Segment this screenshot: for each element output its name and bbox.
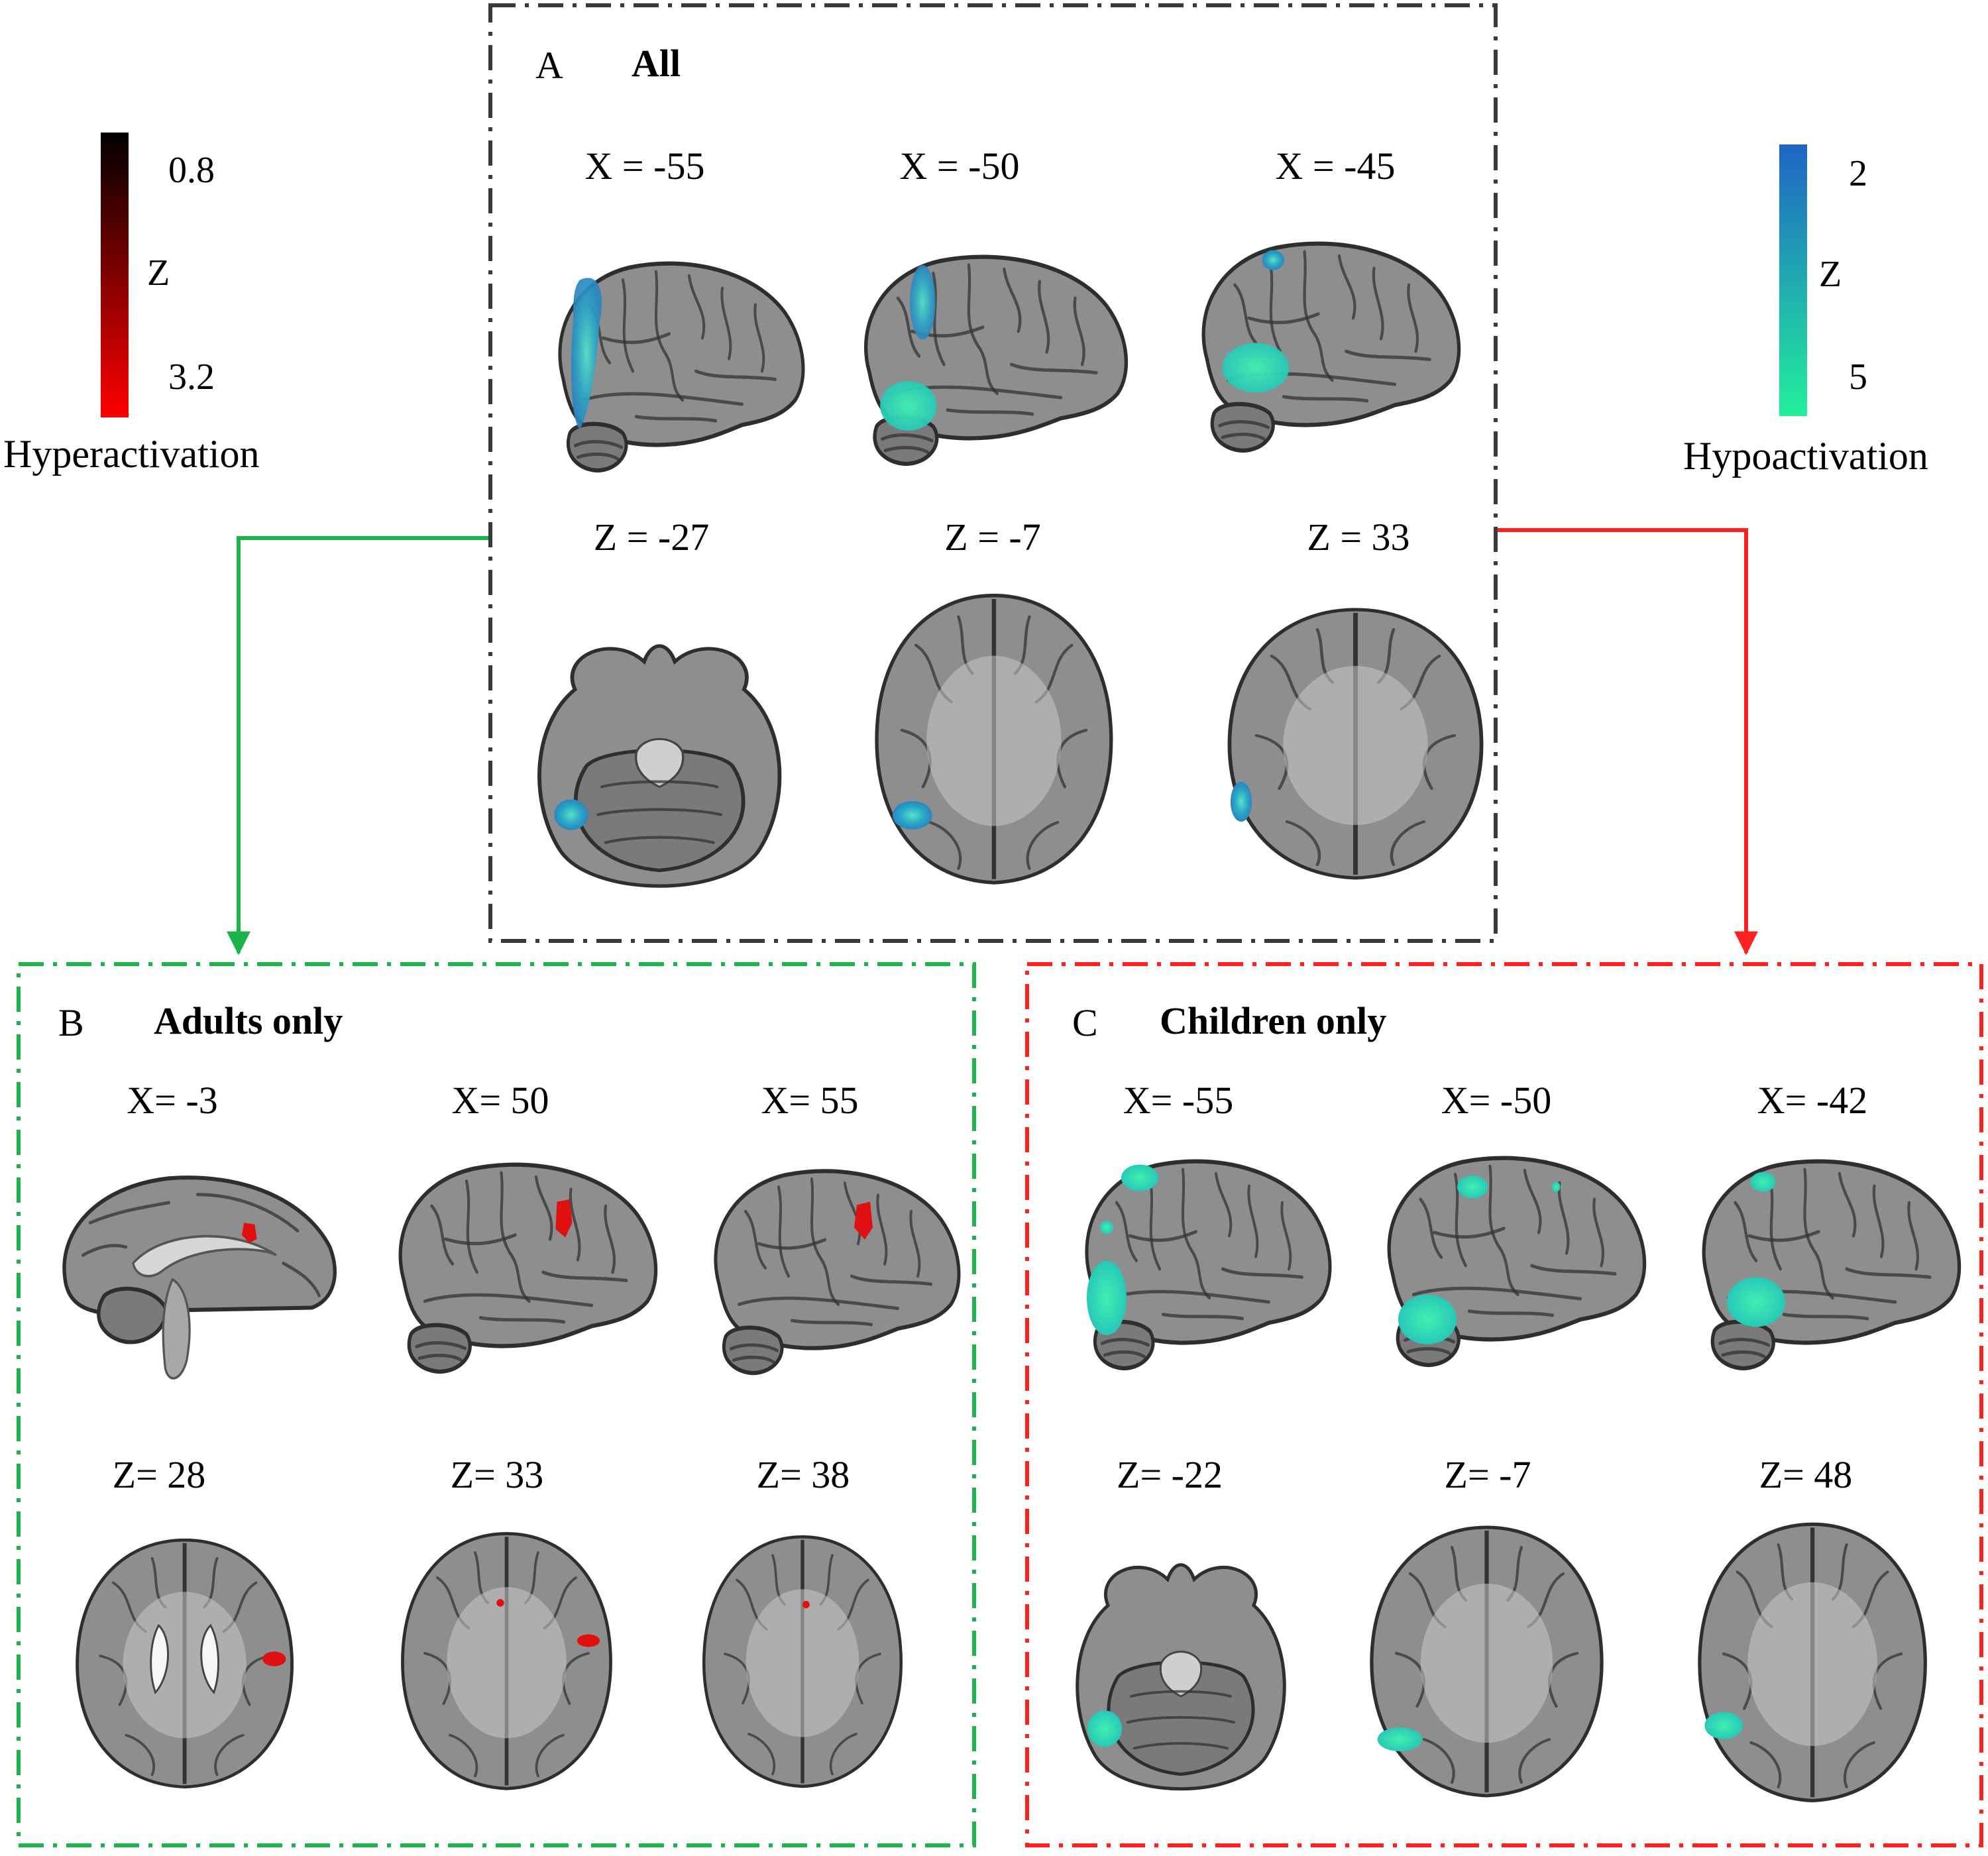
panel-b-ax-label-2: Z= 33	[451, 1453, 544, 1496]
hypo-cluster	[1750, 1172, 1776, 1192]
panel-a-sag-brain-1	[560, 264, 803, 470]
hypoactivation-colorbar: 2 Z 5 Hypoactivation	[1683, 144, 1928, 478]
hyper-cluster	[577, 1634, 600, 1647]
panel-c-ax-label-3: Z= 48	[1759, 1453, 1853, 1496]
hypo-cluster	[1230, 782, 1252, 822]
hypo-cluster	[910, 265, 936, 340]
hypo-cluster	[1222, 343, 1290, 393]
panel-a-ax-brain-2	[877, 596, 1111, 883]
panel-a-title: All	[632, 42, 681, 85]
hypo-scale-top: 2	[1849, 153, 1867, 194]
hyper-cluster	[555, 1199, 573, 1238]
hypo-cluster	[1100, 1221, 1113, 1234]
panel-a-ax-label-1: Z = -27	[594, 516, 709, 559]
panel-b-sag-brain-1	[64, 1177, 335, 1378]
hypo-cluster	[1262, 250, 1285, 270]
panel-c-ax-label-1: Z= -22	[1117, 1453, 1223, 1496]
hypo-cluster	[880, 381, 937, 431]
panel-b: B Adults only X= -3 X= 50 X= 55 Z= 28 Z=…	[17, 962, 976, 1847]
panel-b-sag-label-2: X= 50	[451, 1079, 549, 1122]
panel-a-ax-label-3: Z = 33	[1307, 516, 1409, 559]
hyper-cluster	[241, 1223, 257, 1243]
panel-a-sag-label-2: X = -50	[900, 144, 1020, 188]
hyper-scale-top: 0.8	[168, 150, 215, 191]
panel-a: A All X = -55 X = -50 X = -45 Z = -27 Z …	[488, 3, 1498, 943]
hypo-cluster	[1087, 1260, 1127, 1335]
hypo-cluster	[1398, 1294, 1457, 1344]
panel-b-border	[17, 962, 976, 1847]
hypo-cluster	[1087, 1710, 1122, 1747]
panel-a-ax-brain-3	[1229, 610, 1481, 878]
hyper-gradient-bar	[101, 133, 129, 417]
panel-c-ax-brain-3	[1700, 1524, 1925, 1800]
hypo-cluster	[1457, 1175, 1488, 1199]
hypo-scale-bottom: 5	[1849, 356, 1867, 398]
hyper-cluster	[802, 1601, 810, 1609]
hyper-cluster	[854, 1201, 873, 1240]
panel-b-letter: B	[58, 1001, 84, 1044]
panel-c-ax-brain-2	[1372, 1527, 1602, 1796]
hyper-caption: Hyperactivation	[3, 432, 260, 476]
panel-c-title: Children only	[1160, 999, 1386, 1042]
panel-a-sag-brain-3	[1203, 244, 1459, 451]
panel-c-sag-brain-2	[1389, 1158, 1644, 1365]
hypo-cluster	[1704, 1712, 1743, 1739]
panel-b-title: Adults only	[154, 999, 343, 1042]
panel-b-ax-brain-1	[78, 1540, 292, 1787]
hyper-cluster	[496, 1599, 504, 1607]
panel-b-sag-label-3: X= 55	[761, 1079, 858, 1122]
arrow-to-children	[1496, 528, 1758, 955]
panel-c: C Children only X= -55 X= -50 X= -42 Z= …	[1025, 962, 1983, 1847]
panel-a-ax-label-2: Z = -7	[944, 516, 1040, 559]
panel-a-sag-brain-2	[866, 257, 1127, 464]
panel-b-ax-label-1: Z= 28	[113, 1453, 206, 1496]
panel-b-sag-brain-2	[400, 1165, 655, 1372]
hypo-cluster	[892, 801, 932, 830]
panel-c-sag-label-3: X= -42	[1757, 1079, 1867, 1122]
hypo-cluster	[1726, 1277, 1786, 1327]
arrow-to-adults	[227, 536, 490, 955]
panel-a-letter: A	[535, 44, 563, 87]
hypo-gradient-bar	[1779, 144, 1807, 416]
hyper-scale-mid: Z	[147, 252, 170, 294]
panel-a-sag-label-1: X = -55	[585, 144, 705, 188]
panel-c-ax-brain-1	[1077, 1565, 1284, 1789]
panel-c-letter: C	[1072, 1001, 1098, 1044]
panel-c-sag-brain-3	[1704, 1162, 1959, 1368]
hypo-cluster	[1121, 1164, 1158, 1191]
panel-b-ax-brain-3	[704, 1537, 901, 1786]
hypo-scale-mid: Z	[1819, 254, 1842, 295]
panel-a-border	[488, 3, 1498, 943]
panel-a-ax-brain-1	[539, 646, 779, 886]
panel-c-sag-label-2: X= -50	[1441, 1079, 1551, 1122]
panel-b-ax-brain-2	[402, 1534, 610, 1789]
panel-c-sag-label-1: X= -55	[1123, 1079, 1233, 1122]
panel-c-sag-brain-1	[1087, 1162, 1330, 1368]
hypo-cluster	[1551, 1181, 1561, 1192]
hypo-cluster	[554, 799, 588, 830]
panel-c-border	[1025, 962, 1983, 1847]
panel-b-sag-label-1: X= -3	[127, 1079, 217, 1122]
panel-a-sag-label-3: X = -45	[1276, 144, 1396, 188]
panel-c-ax-label-2: Z= -7	[1445, 1453, 1531, 1496]
hypo-cluster	[1377, 1727, 1422, 1751]
panel-b-ax-label-3: Z= 38	[757, 1453, 850, 1496]
panel-b-sag-brain-3	[716, 1171, 959, 1373]
hyperactivation-colorbar: 0.8 Z 3.2 Hyperactivation	[3, 133, 260, 476]
hypo-caption: Hypoactivation	[1683, 434, 1928, 478]
hyper-scale-bottom: 3.2	[168, 356, 215, 398]
hyper-cluster	[262, 1651, 286, 1666]
hypo-cluster	[571, 278, 602, 429]
